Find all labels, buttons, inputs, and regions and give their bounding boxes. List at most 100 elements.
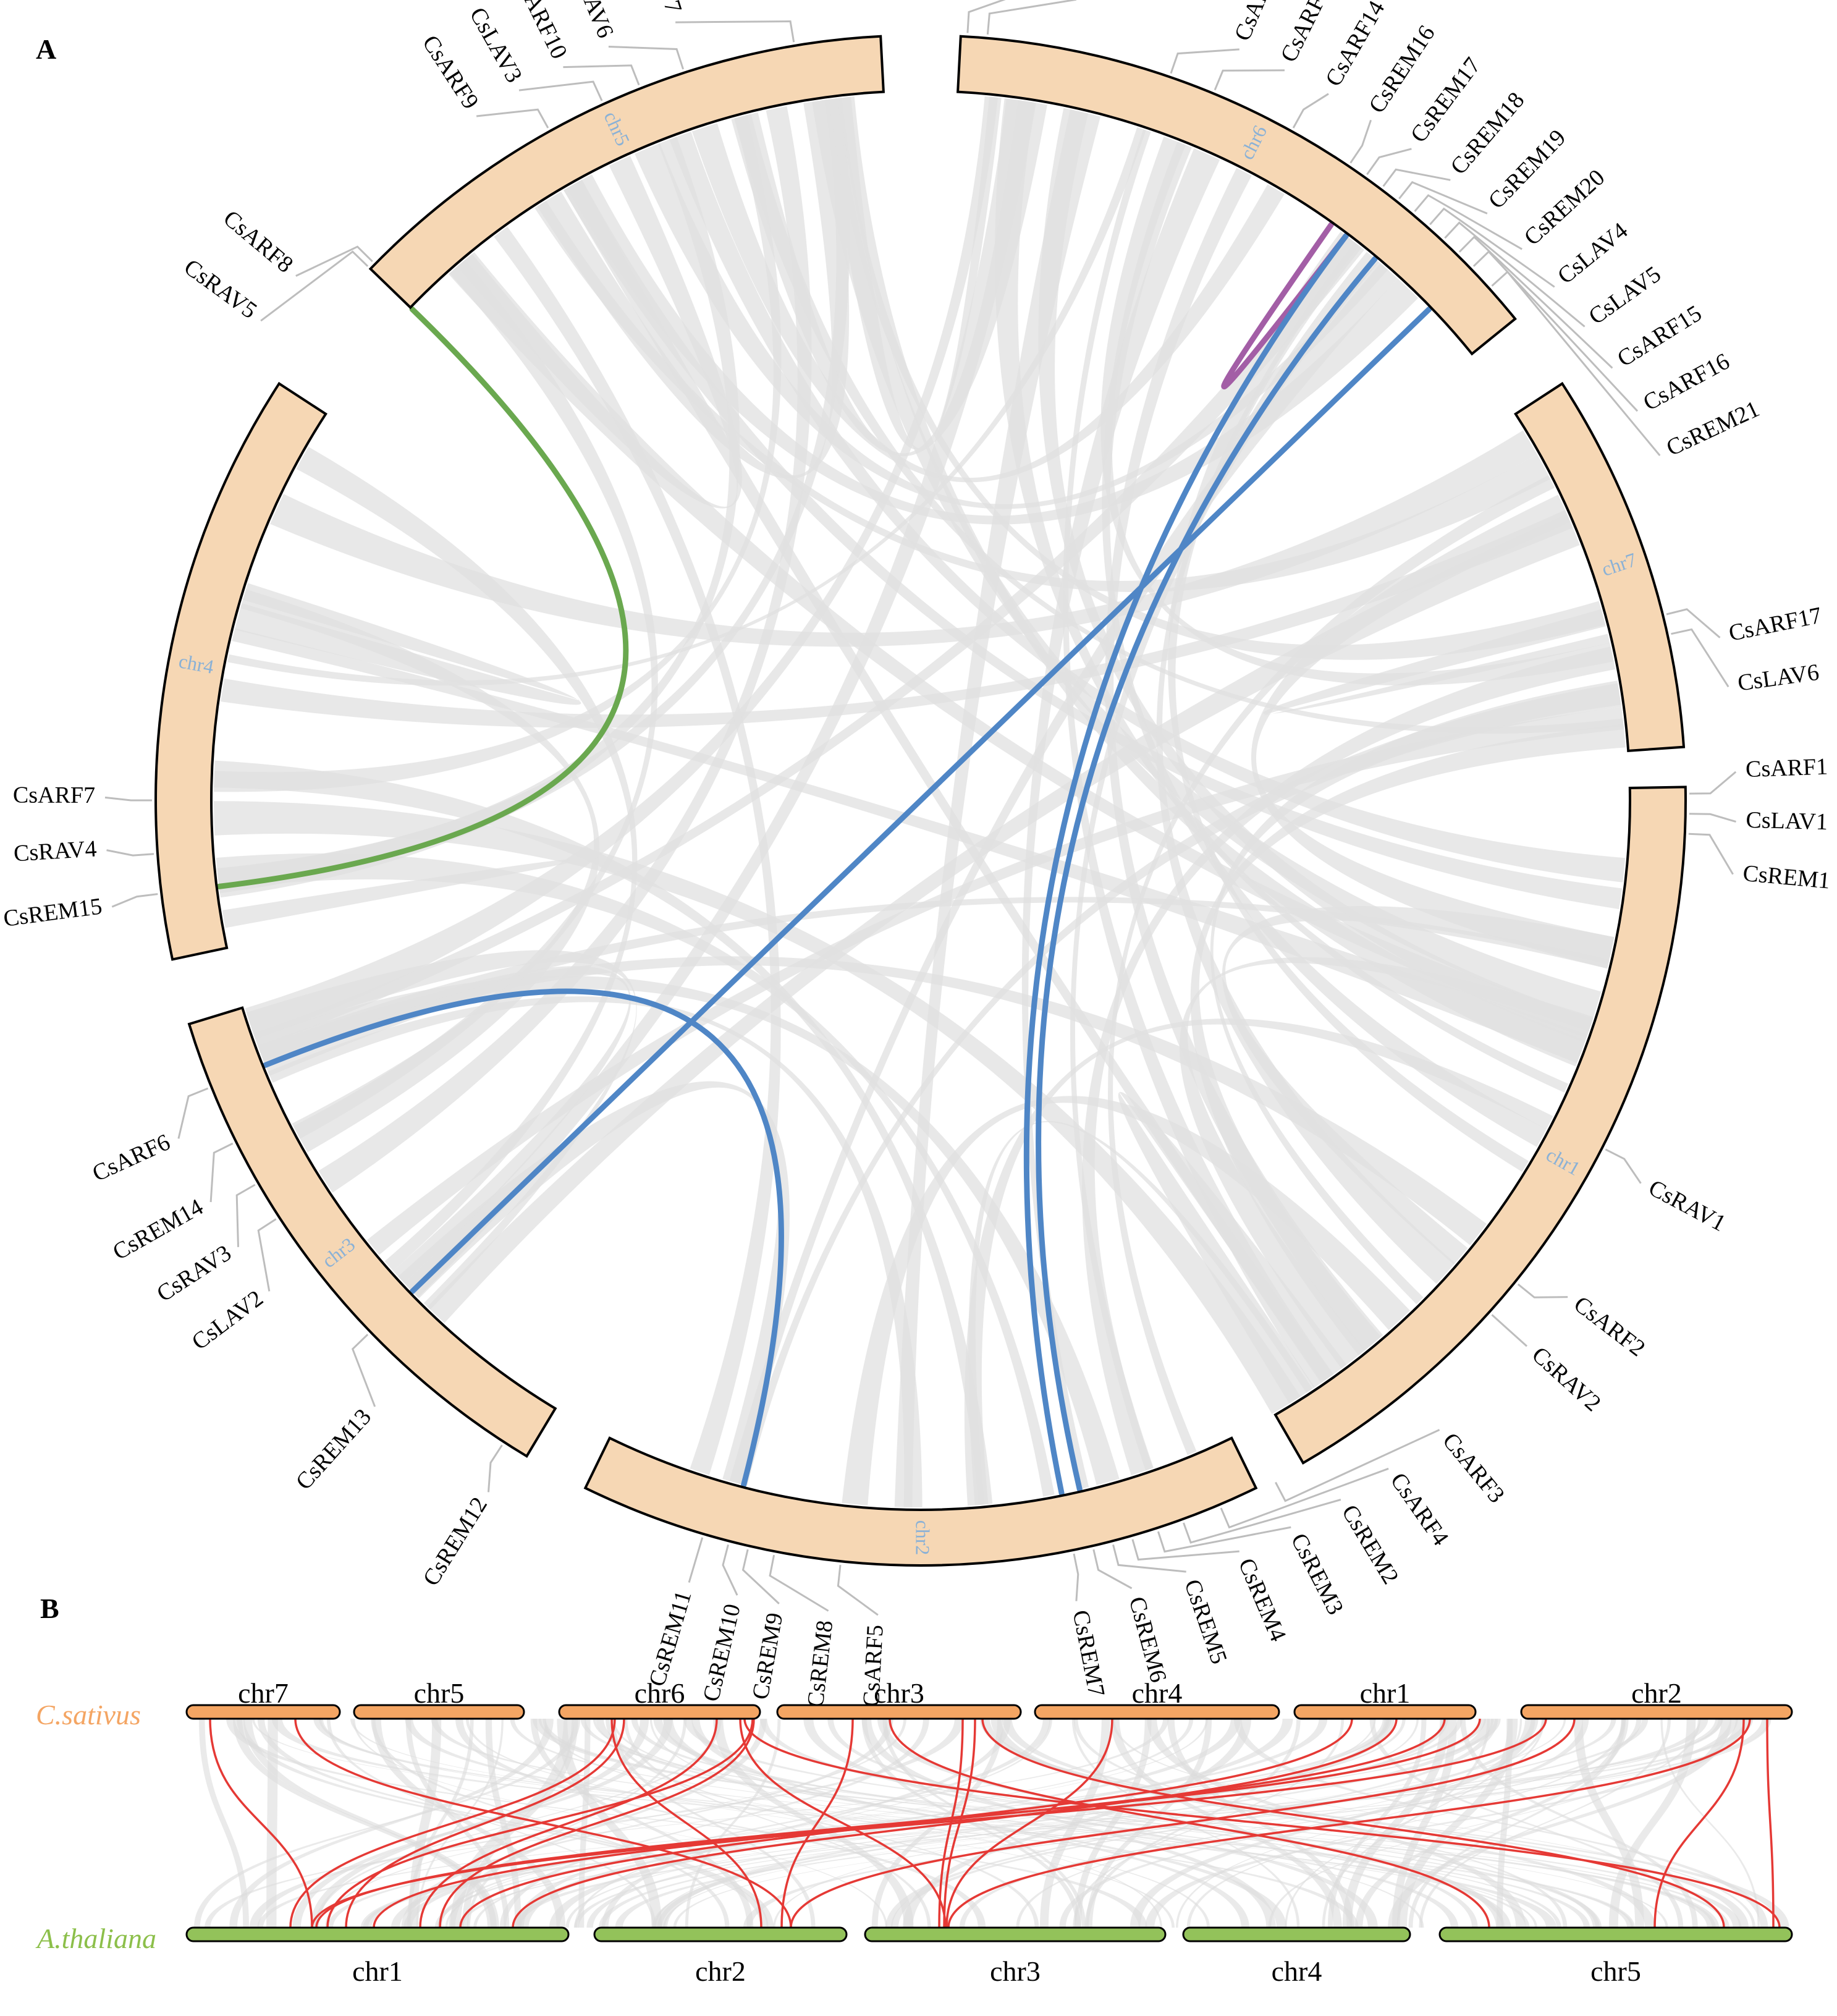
background-link	[260, 966, 631, 1284]
background-links	[214, 96, 1626, 1508]
duplication-link	[409, 306, 1432, 1295]
synteny-background-link	[861, 1719, 1081, 1928]
synteny-background-link	[1110, 1719, 1342, 1928]
gene-label: CsARF14	[1320, 0, 1390, 91]
gene-leader-line	[1688, 832, 1734, 875]
synteny-highlight-link	[780, 1718, 854, 1928]
synteny-background-link	[462, 1719, 578, 1928]
gene-leader-lines	[104, 0, 1737, 1616]
synteny-background-link	[243, 1719, 499, 1928]
gene-label: CsRAV3	[152, 1240, 236, 1307]
chromosome-label: chr2	[695, 1955, 746, 1987]
synteny-background-link	[229, 1719, 554, 1928]
synteny-background-link	[198, 1719, 249, 1928]
gene-leader-line	[111, 893, 158, 908]
synteny-background-link	[499, 1719, 929, 1928]
duplication-links	[216, 222, 1432, 1496]
synteny-highlight-link	[945, 1718, 1113, 1928]
gene-leader-line	[1112, 1544, 1186, 1573]
synteny-background-link	[403, 1719, 1328, 1928]
gene-label: CsREM9	[748, 1611, 788, 1701]
synteny-background-link	[1016, 1719, 1545, 1928]
gene-leader-line	[741, 1549, 780, 1604]
chromosome-label: chr4	[1132, 1677, 1183, 1709]
chromosome-label: chr1	[352, 1955, 403, 1987]
chromosome-label: chr2	[1631, 1677, 1682, 1709]
gene-leader-line	[688, 1537, 704, 1583]
synteny-background-link	[237, 1719, 769, 1928]
gene-leader-line	[1671, 628, 1729, 688]
gene-leader-line	[1517, 1283, 1568, 1298]
background-link	[824, 96, 1002, 450]
gene-label: CsREM3	[1286, 1529, 1349, 1619]
gene-label: CsREM6	[1124, 1594, 1172, 1685]
background-link	[318, 106, 812, 1193]
synteny-background-link	[1186, 1719, 1626, 1928]
csativus-chromosome-chr1	[1293, 1704, 1477, 1720]
gene-leader-line	[1092, 1549, 1133, 1590]
synteny-background-link	[1059, 1719, 1589, 1928]
chromosome-segment-chr7	[1514, 381, 1686, 753]
gene-leader-line	[966, 0, 1006, 33]
gene-label: CsARF9	[417, 31, 484, 114]
synteny-background-link	[530, 1719, 754, 1928]
chromosome-segment-chr3	[187, 1006, 557, 1458]
background-link	[1263, 609, 1610, 716]
gene-leader-line	[1689, 813, 1736, 823]
synteny-background-link	[1459, 1719, 1698, 1928]
athaliana-chromosome-chr5	[1438, 1926, 1793, 1942]
gene-leader-line	[1170, 48, 1239, 74]
synteny-background-link	[407, 1719, 474, 1928]
synteny-background-link	[1408, 1719, 1626, 1928]
csativus-chromosome-chr2	[1520, 1704, 1793, 1720]
synteny-background-link	[401, 1719, 893, 1928]
gene-leader-line	[1214, 69, 1285, 91]
gene-label: CsREM14	[109, 1194, 208, 1266]
synteny-background-link	[685, 1719, 781, 1928]
duplication-link	[1036, 256, 1378, 1493]
background-link	[222, 859, 573, 928]
species-csativus: C.sativus	[36, 1699, 141, 1730]
gene-leader-line	[722, 1544, 738, 1596]
gene-leader-line	[1398, 180, 1488, 214]
gene-leader-line	[1275, 1429, 1440, 1502]
gene-label: CsLAV5	[1584, 261, 1666, 330]
gene-leader-line	[986, 0, 1077, 35]
synteny-background-link	[773, 1719, 1419, 1928]
gene-leader-line	[177, 1087, 209, 1139]
synteny-background-link	[257, 1719, 1487, 1928]
gene-label: CsRAV1	[1644, 1175, 1729, 1237]
background-link	[245, 96, 999, 1040]
gene-label: CsRAV7	[637, 0, 686, 16]
gene-leader-line	[1429, 207, 1555, 288]
background-link	[214, 801, 1301, 1414]
synteny-background-link	[663, 1719, 1566, 1928]
synteny-background-link	[510, 1719, 1561, 1928]
synteny-background-link	[353, 1719, 888, 1928]
background-link	[738, 683, 1621, 1486]
synteny-background-link	[1660, 1719, 1760, 1928]
synteny-background-link	[518, 1719, 1241, 1928]
synteny-background-link	[516, 1719, 1050, 1928]
gene-leader-line	[1458, 235, 1613, 369]
chromosome-segment-chr4	[154, 381, 327, 961]
synteny-background-link	[1147, 1719, 1526, 1928]
gene-leader-line	[1689, 771, 1737, 795]
synteny-background-link	[1369, 1719, 1684, 1928]
gene-leader-line	[1183, 1499, 1341, 1544]
chromosome-label: chr1	[1360, 1677, 1411, 1709]
synteny-background-link	[598, 1719, 1649, 1928]
synteny-background-link	[449, 1719, 767, 1928]
gene-label: CsARF16	[1639, 349, 1734, 416]
synteny-highlight-link	[439, 1718, 755, 1928]
background-link	[1102, 142, 1547, 1147]
background-link	[232, 628, 1588, 1064]
background-link	[564, 180, 1333, 1383]
panel-a-letter: A	[36, 33, 56, 65]
gene-leader-line	[1414, 194, 1522, 250]
gene-label: CsARF3	[1437, 1428, 1510, 1507]
gene-label: CsREM13	[291, 1404, 377, 1495]
synteny-tracks: chr7 chr5 chr6 chr3 chr4 chr1 chr2 chr1 chr2 chr3…	[185, 1677, 1793, 1987]
synteny-highlight-link	[1653, 1718, 1745, 1928]
synteny-background-link	[1112, 1719, 1755, 1928]
